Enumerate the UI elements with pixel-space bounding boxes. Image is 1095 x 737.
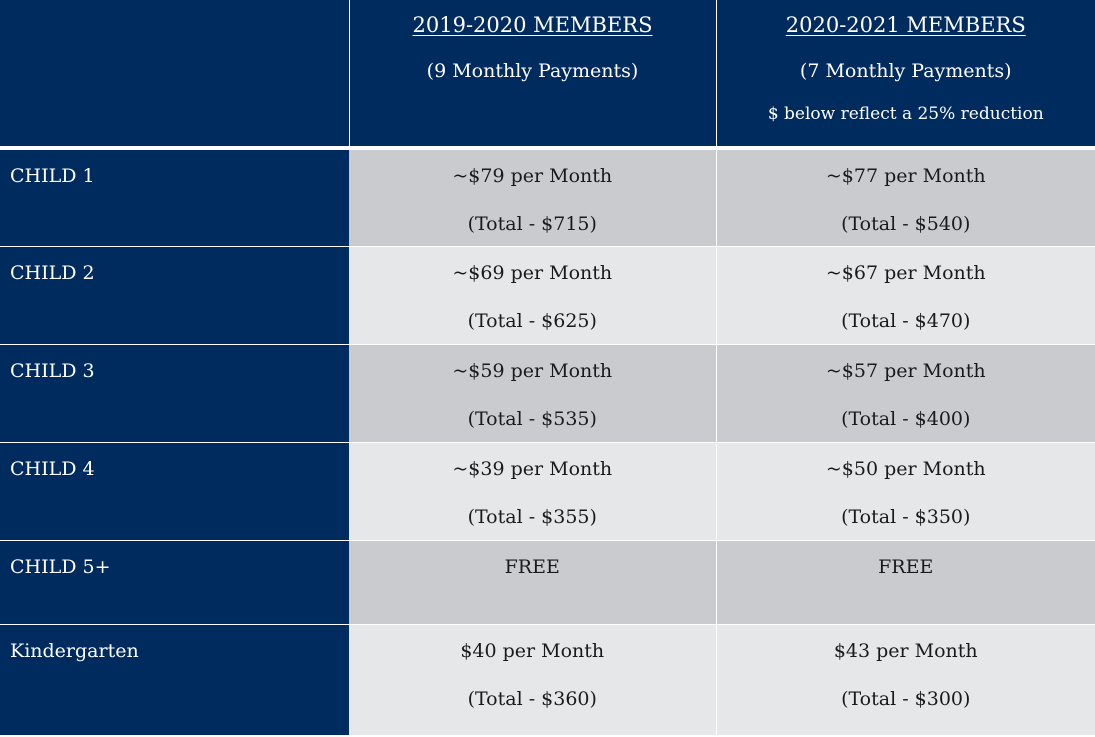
row-label: CHILD 4	[0, 442, 349, 541]
monthly-price: ~$39 per Month	[452, 457, 613, 480]
price-cell-2019-2020: FREE	[349, 540, 717, 625]
total-price: (Total - $625)	[467, 309, 597, 332]
price-cell-2019-2020: ~$79 per Month (Total - $715)	[349, 148, 717, 247]
monthly-price: ~$50 per Month	[825, 457, 986, 480]
header-2019-2020: 2019-2020 MEMBERS (9 Monthly Payments)	[349, 0, 717, 150]
total-price: (Total - $540)	[841, 213, 971, 235]
monthly-price: ~$57 per Month	[825, 359, 986, 382]
header-2020-2021-title: 2020-2021 MEMBERS	[785, 13, 1026, 37]
price-cell-2019-2020: ~$39 per Month (Total - $355)	[349, 442, 717, 541]
table-row-child-4: CHILD 4 ~$39 per Month (Total - $355) ~$…	[0, 442, 1095, 541]
table-row-child-5-plus: CHILD 5+ FREE FREE	[0, 540, 1095, 625]
price-cell-2020-2021: FREE	[716, 540, 1095, 625]
total-price: (Total - $715)	[467, 213, 597, 235]
monthly-price: ~$77 per Month	[825, 165, 986, 187]
price-cell-2020-2021: ~$77 per Month (Total - $540)	[716, 148, 1095, 247]
monthly-price: $40 per Month	[460, 639, 605, 662]
header-empty-cell	[0, 0, 350, 150]
header-2019-2020-subtitle: (9 Monthly Payments)	[426, 60, 639, 82]
price-cell-2020-2021: ~$57 per Month (Total - $400)	[716, 344, 1095, 443]
table-row-kindergarten: Kindergarten $40 per Month (Total - $360…	[0, 624, 1095, 735]
price-cell-2020-2021: $43 per Month (Total - $300)	[716, 624, 1095, 735]
row-label: CHILD 3	[0, 344, 349, 443]
header-2020-2021: 2020-2021 MEMBERS (7 Monthly Payments) $…	[716, 0, 1095, 150]
monthly-price: ~$79 per Month	[452, 165, 613, 187]
row-label: Kindergarten	[0, 624, 349, 735]
price-cell-2020-2021: ~$67 per Month (Total - $470)	[716, 246, 1095, 345]
table-row-child-1: CHILD 1 ~$79 per Month (Total - $715) ~$…	[0, 148, 1095, 247]
header-row: 2019-2020 MEMBERS (9 Monthly Payments) 2…	[0, 0, 1095, 150]
header-2019-2020-title: 2019-2020 MEMBERS	[412, 13, 653, 37]
total-price: (Total - $355)	[467, 505, 597, 528]
total-price: (Total - $470)	[841, 309, 971, 332]
price-cell-2019-2020: ~$59 per Month (Total - $535)	[349, 344, 717, 443]
row-label: CHILD 2	[0, 246, 349, 345]
monthly-price: FREE	[504, 555, 560, 578]
header-2020-2021-subtitle: (7 Monthly Payments)	[799, 60, 1012, 82]
header-2020-2021-note: $ below reflect a 25% reduction	[767, 104, 1044, 124]
price-cell-2019-2020: $40 per Month (Total - $360)	[349, 624, 717, 735]
table-row-child-3: CHILD 3 ~$59 per Month (Total - $535) ~$…	[0, 344, 1095, 443]
monthly-price: ~$59 per Month	[452, 359, 613, 382]
monthly-price: ~$69 per Month	[452, 261, 613, 284]
total-price: (Total - $350)	[841, 505, 971, 528]
total-price: (Total - $535)	[467, 407, 597, 430]
row-label: CHILD 1	[0, 148, 349, 247]
price-cell-2019-2020: ~$69 per Month (Total - $625)	[349, 246, 717, 345]
monthly-price: ~$67 per Month	[825, 261, 986, 284]
row-label: CHILD 5+	[0, 540, 349, 625]
table-row-child-2: CHILD 2 ~$69 per Month (Total - $625) ~$…	[0, 246, 1095, 345]
total-price: (Total - $300)	[841, 687, 971, 710]
total-price: (Total - $400)	[841, 407, 971, 430]
total-price: (Total - $360)	[467, 687, 597, 710]
monthly-price: FREE	[878, 555, 934, 578]
monthly-price: $43 per Month	[833, 639, 978, 662]
price-cell-2020-2021: ~$50 per Month (Total - $350)	[716, 442, 1095, 541]
